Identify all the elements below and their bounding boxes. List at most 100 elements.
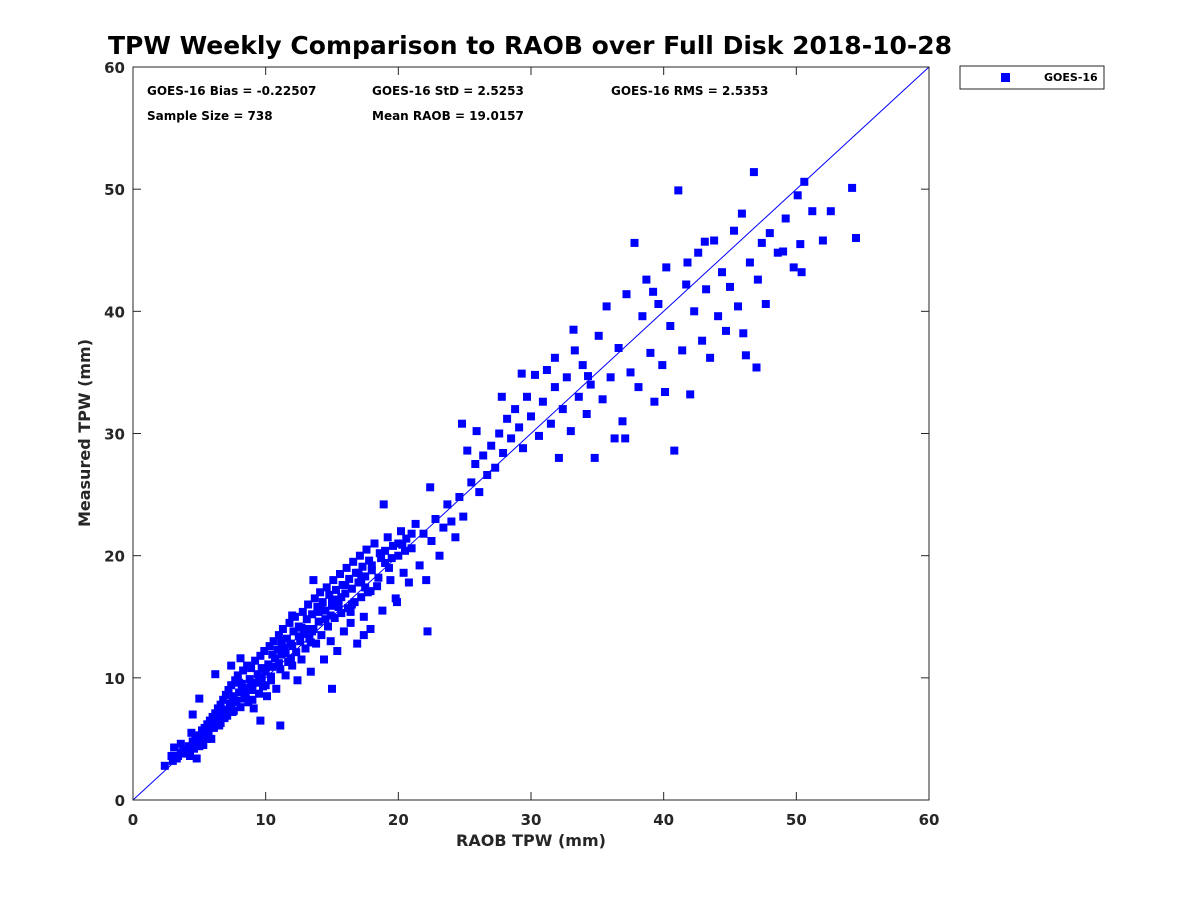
data-point bbox=[355, 551, 364, 560]
data-point bbox=[507, 434, 516, 443]
data-point bbox=[320, 655, 328, 664]
data-point bbox=[317, 631, 326, 640]
data-point bbox=[312, 639, 321, 648]
data-point bbox=[192, 754, 201, 763]
data-point bbox=[398, 540, 407, 549]
data-point bbox=[329, 576, 338, 585]
data-point bbox=[852, 234, 860, 242]
data-point bbox=[224, 686, 233, 694]
data-point bbox=[328, 684, 336, 693]
data-point bbox=[730, 226, 738, 235]
data-point bbox=[227, 681, 236, 690]
data-point bbox=[554, 453, 563, 462]
data-point bbox=[379, 500, 388, 509]
data-point bbox=[519, 444, 527, 453]
data-point bbox=[749, 168, 758, 177]
data-point bbox=[495, 429, 504, 438]
data-point bbox=[354, 568, 363, 577]
data-point bbox=[301, 644, 310, 653]
data-point bbox=[339, 627, 348, 636]
legend: GOES-16 bbox=[959, 65, 1105, 90]
legend-box bbox=[959, 65, 1105, 90]
x-tick-label: 40 bbox=[653, 811, 674, 829]
data-point bbox=[288, 661, 297, 670]
data-point bbox=[211, 670, 220, 679]
data-point bbox=[381, 559, 390, 567]
stats-annotations: GOES-16 Bias = -0.22507 GOES-16 StD = 2.… bbox=[147, 84, 768, 123]
data-point bbox=[337, 593, 346, 602]
data-point bbox=[341, 581, 350, 589]
data-point bbox=[353, 639, 362, 648]
data-point bbox=[306, 638, 315, 647]
data-point bbox=[463, 446, 472, 455]
chart-title: TPW Weekly Comparison to RAOB over Full … bbox=[108, 31, 952, 60]
data-point bbox=[826, 207, 835, 216]
data-point bbox=[349, 557, 358, 566]
data-point bbox=[316, 588, 325, 597]
data-point bbox=[309, 576, 318, 585]
data-point bbox=[277, 638, 286, 647]
data-point bbox=[741, 351, 750, 360]
data-point bbox=[415, 561, 424, 570]
data-point bbox=[300, 629, 309, 638]
data-point bbox=[423, 627, 432, 636]
data-point bbox=[570, 346, 579, 355]
data-point bbox=[378, 606, 387, 615]
data-point bbox=[479, 451, 488, 460]
data-point bbox=[797, 268, 806, 277]
data-point bbox=[233, 671, 242, 680]
data-point bbox=[256, 651, 265, 660]
data-point bbox=[236, 703, 245, 712]
data-point bbox=[219, 708, 228, 716]
data-point bbox=[848, 183, 857, 192]
data-point bbox=[255, 673, 263, 682]
data-point bbox=[610, 434, 619, 443]
data-point bbox=[236, 654, 245, 663]
data-point bbox=[698, 336, 707, 345]
data-point bbox=[308, 610, 317, 619]
data-point bbox=[322, 583, 331, 592]
data-point bbox=[237, 687, 246, 696]
data-point bbox=[314, 617, 323, 626]
data-point bbox=[389, 541, 397, 550]
data-point bbox=[347, 584, 356, 593]
y-tick-label: 0 bbox=[115, 792, 125, 810]
data-point bbox=[367, 566, 376, 575]
data-point bbox=[374, 573, 383, 582]
data-point bbox=[584, 372, 592, 381]
data-point bbox=[531, 370, 539, 379]
x-tick-label: 0 bbox=[128, 811, 138, 829]
data-point bbox=[622, 290, 631, 299]
data-point bbox=[334, 603, 343, 611]
data-point bbox=[404, 578, 413, 587]
data-point bbox=[336, 570, 344, 578]
y-tick-label: 60 bbox=[104, 59, 125, 77]
data-point bbox=[459, 512, 468, 521]
data-point bbox=[757, 238, 766, 247]
data-point bbox=[325, 590, 334, 599]
data-point bbox=[582, 410, 591, 418]
data-point bbox=[268, 662, 277, 671]
data-point bbox=[678, 346, 687, 355]
data-point bbox=[455, 493, 464, 501]
data-point bbox=[342, 563, 351, 572]
data-point bbox=[761, 300, 770, 308]
data-point bbox=[229, 692, 238, 701]
data-point bbox=[739, 329, 748, 338]
data-point bbox=[618, 417, 627, 426]
data-point bbox=[511, 405, 520, 414]
x-tick-label: 10 bbox=[255, 811, 276, 829]
data-point bbox=[247, 664, 256, 673]
data-point bbox=[626, 368, 635, 377]
data-point bbox=[293, 676, 302, 685]
data-point bbox=[269, 637, 278, 646]
data-point bbox=[366, 587, 375, 596]
data-point bbox=[515, 423, 524, 432]
data-point bbox=[383, 533, 392, 542]
data-point bbox=[328, 601, 336, 610]
data-point bbox=[690, 307, 699, 316]
data-point bbox=[694, 248, 703, 257]
x-tick-label: 50 bbox=[786, 811, 807, 829]
data-point bbox=[357, 576, 366, 585]
